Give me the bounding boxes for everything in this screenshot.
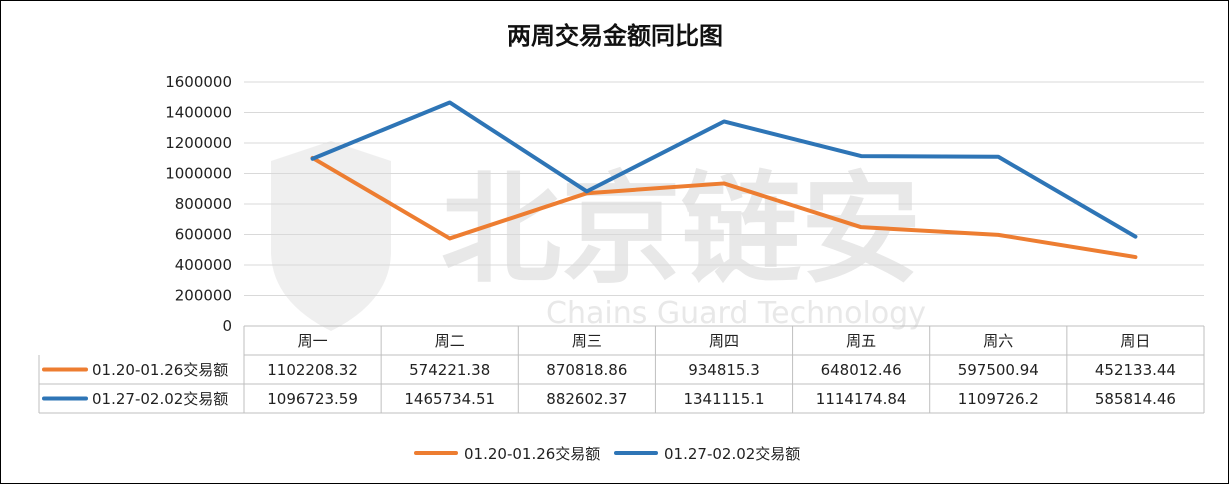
legend: 01.20-01.26交易额 01.27-02.02交易额 xyxy=(416,445,800,463)
data-label: 870818.86 xyxy=(546,361,627,379)
x-tick-label: 周三 xyxy=(572,332,602,350)
data-label: 1341115.1 xyxy=(683,390,764,408)
data-table: 周一 周二 周三 周四 周五 周六 周日 01.20-01.26交易额 1102208.32 57… xyxy=(39,326,1204,413)
legend-label: 01.27-02.02交易额 xyxy=(664,445,800,463)
data-label: 1102208.32 xyxy=(267,361,358,379)
x-tick-label: 周四 xyxy=(709,332,739,350)
y-tick-label: 1600000 xyxy=(165,73,232,91)
data-label: 1465734.51 xyxy=(404,390,495,408)
table-series-name: 01.27-02.02交易额 xyxy=(92,390,228,408)
chart-title: 两周交易金额同比图 xyxy=(507,22,723,50)
data-label: 648012.46 xyxy=(821,361,902,379)
data-label: 574221.38 xyxy=(409,361,490,379)
x-tick-label: 周日 xyxy=(1120,332,1150,350)
y-tick-label: 1000000 xyxy=(165,165,232,183)
data-label: 1096723.59 xyxy=(267,390,358,408)
data-label: 934815.3 xyxy=(688,361,760,379)
x-tick-label: 周六 xyxy=(983,332,1013,350)
y-tick-label: 1200000 xyxy=(165,134,232,152)
y-tick-label: 0 xyxy=(222,317,232,335)
data-label: 1114174.84 xyxy=(816,390,907,408)
data-label: 452133.44 xyxy=(1095,361,1176,379)
y-tick-label: 1400000 xyxy=(165,104,232,122)
x-tick-label: 周一 xyxy=(298,332,328,350)
data-label: 882602.37 xyxy=(546,390,627,408)
y-tick-label: 200000 xyxy=(175,287,232,305)
data-label: 597500.94 xyxy=(958,361,1039,379)
data-label: 1109726.2 xyxy=(958,390,1039,408)
y-tick-label: 800000 xyxy=(175,195,232,213)
data-label: 585814.46 xyxy=(1095,390,1176,408)
y-tick-label: 600000 xyxy=(175,226,232,244)
y-axis-ticks: 0 200000 400000 600000 800000 1000000 1200000 1… xyxy=(165,73,232,335)
table-series-name: 01.20-01.26交易额 xyxy=(92,361,228,379)
x-tick-label: 周五 xyxy=(846,332,876,350)
legend-label: 01.20-01.26交易额 xyxy=(464,445,600,463)
x-tick-label: 周二 xyxy=(435,332,465,350)
y-tick-label: 400000 xyxy=(175,256,232,274)
watermark-text: 北京链安 xyxy=(441,161,921,300)
